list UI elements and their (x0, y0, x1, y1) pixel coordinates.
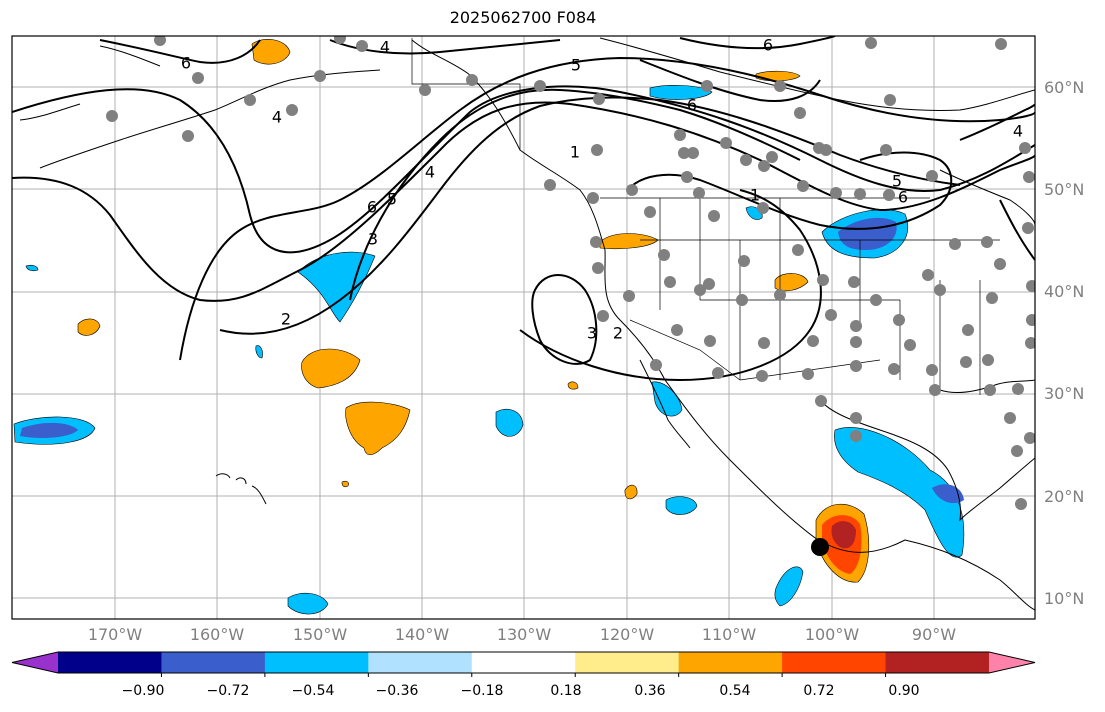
contour-label: 6 (687, 96, 697, 115)
contour-label: 6 (763, 36, 773, 55)
colorbar-tick-label: 0.36 (634, 683, 666, 699)
storm-position-marker (811, 538, 829, 556)
map-title: 2025062700 F084 (449, 8, 597, 27)
colorbar-extend-high (989, 652, 1035, 673)
lon-label: 160°W (189, 625, 245, 644)
contour-label: 4 (272, 108, 282, 127)
lon-label: 120°W (599, 625, 655, 644)
lon-label: 170°W (87, 625, 143, 644)
colorbar-tick-label: −0.18 (460, 683, 504, 699)
colorbar-tick-label: −0.36 (375, 683, 419, 699)
colorbar-segment (161, 652, 266, 673)
lon-label: 90°W (911, 625, 957, 644)
colorbar-tick-label: 0.90 (888, 683, 920, 699)
filled-anomalies (13, 39, 965, 615)
lat-label: 30°N (1044, 384, 1085, 403)
contour-label: 2 (613, 324, 623, 343)
contour-label: 5 (892, 172, 902, 191)
contour-label: 6 (367, 198, 377, 217)
contour-label: 2 (281, 310, 291, 329)
contour-label: 1 (750, 186, 760, 205)
colorbar-tick-label: 0.72 (803, 683, 835, 699)
contour-label: 5 (571, 56, 581, 75)
contour-label: 4 (380, 38, 390, 57)
colorbar-tick-label: 0.18 (550, 683, 582, 699)
lon-label: 110°W (701, 625, 757, 644)
lat-label: 50°N (1044, 180, 1085, 199)
colorbar-segment (471, 652, 576, 673)
contour-label: 3 (587, 324, 597, 343)
contour-label: 6 (181, 54, 191, 73)
contour-label: 4 (1013, 122, 1023, 141)
contour-label: 5 (387, 190, 397, 209)
lon-label: 150°W (292, 625, 348, 644)
lat-label: 10°N (1044, 589, 1085, 608)
colorbar-segment (58, 652, 162, 673)
station-markers (106, 36, 1035, 510)
lon-label: 140°W (394, 625, 450, 644)
lat-label: 60°N (1044, 78, 1085, 97)
colorbar-tick-label: −0.90 (121, 683, 165, 699)
gridlines (12, 36, 1035, 619)
colorbar-extend-low (12, 652, 58, 673)
colorbar-tick-label: −0.72 (206, 683, 250, 699)
lon-label: 130°W (496, 625, 552, 644)
colorbar-segment (885, 652, 990, 673)
colorbar-segment (264, 652, 369, 673)
colorbar-segment (782, 652, 887, 673)
contour-label: 6 (898, 188, 908, 207)
colorbar-outline (11, 651, 1036, 674)
lat-label: 20°N (1044, 487, 1085, 506)
map-frame (11, 35, 1036, 620)
colorbar-tick-label: 0.54 (719, 683, 751, 699)
lon-label: 100°W (804, 625, 860, 644)
colorbar (11, 651, 1036, 677)
contour-label: 3 (368, 230, 378, 249)
contour-label: 1 (570, 143, 580, 162)
lat-label: 40°N (1044, 282, 1085, 301)
contour-labels: 6 4 5 6 6 4 6 5 4 3 2 1 1 5 6 3 2 4 (181, 36, 1023, 343)
height-contours (12, 36, 1035, 382)
colorbar-segment (368, 652, 473, 673)
coastlines (19, 37, 1035, 611)
colorbar-segment (575, 652, 680, 673)
colorbar-segment (678, 652, 783, 673)
colorbar-tick-label: −0.54 (291, 683, 335, 699)
contour-label: 4 (425, 163, 435, 182)
